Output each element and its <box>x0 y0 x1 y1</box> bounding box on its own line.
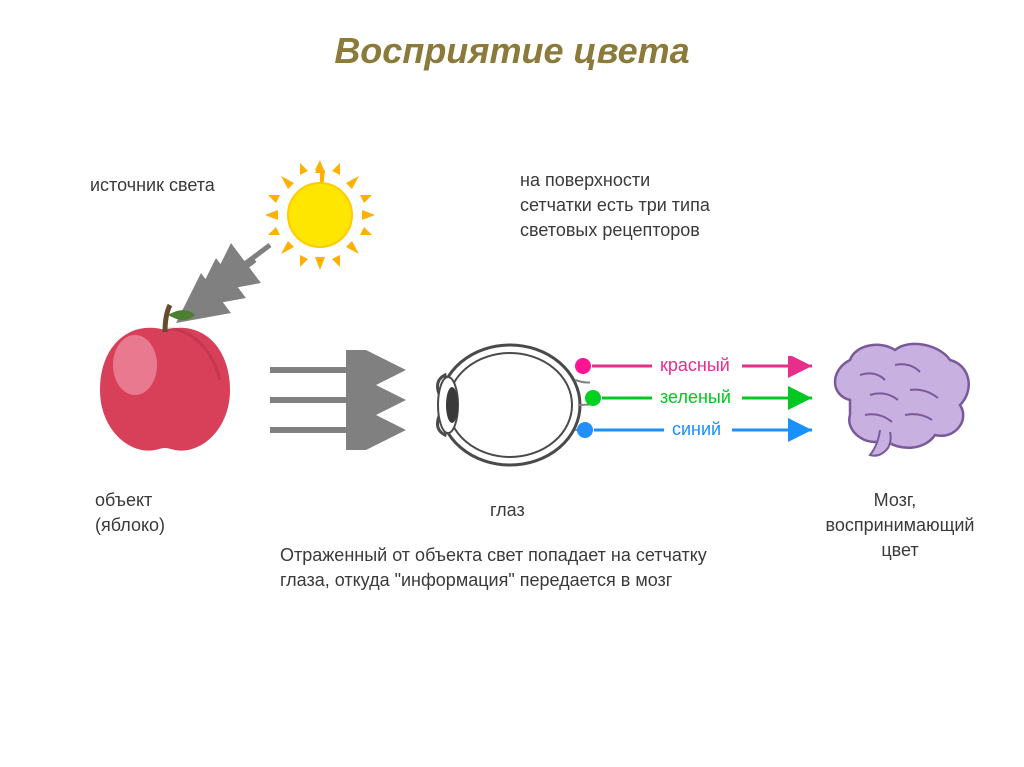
receptor-blue-dot <box>577 422 593 438</box>
brain-label-line1: Мозг, <box>820 490 970 511</box>
light-source-label: источник света <box>90 175 215 196</box>
brain-icon <box>820 330 980 470</box>
brain-label-line3: цвет <box>810 540 990 561</box>
apple-icon <box>80 290 250 460</box>
brain-label-line2: воспринимающий <box>810 515 990 536</box>
eye-to-brain-arrows <box>592 356 822 446</box>
title-text: Восприятие цвета <box>334 30 689 71</box>
retina-text-line3: световых рецепторов <box>520 220 700 241</box>
apple-to-eye-arrows <box>260 350 420 450</box>
retina-text-line2: сетчатки есть три типа <box>520 195 710 216</box>
bottom-text-line1: Отраженный от объекта свет попадает на с… <box>280 545 707 566</box>
receptor-red-dot <box>575 358 591 374</box>
bottom-text-line2: глаза, откуда "информация" передается в … <box>280 570 672 591</box>
eye-icon <box>420 330 590 480</box>
page-title: Восприятие цвета <box>0 30 1024 72</box>
retina-text-line1: на поверхности <box>520 170 650 191</box>
object-label-line2: (яблоко) <box>95 515 165 536</box>
eye-label: глаз <box>490 500 525 521</box>
object-label-line1: объект <box>95 490 152 511</box>
